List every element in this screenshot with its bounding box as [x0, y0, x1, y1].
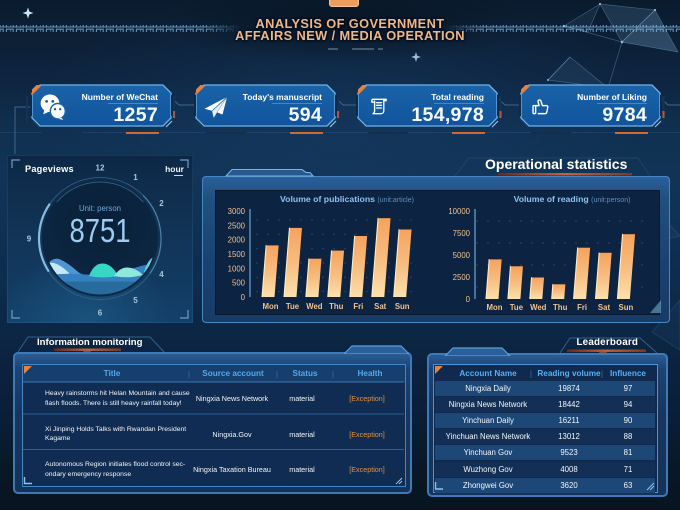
svg-text:|: | [601, 369, 603, 379]
svg-text:0: 0 [466, 295, 471, 304]
svg-text:Sat: Sat [374, 302, 387, 311]
svg-text:5000: 5000 [453, 251, 471, 260]
svg-text:|: | [530, 369, 532, 379]
svg-text:0: 0 [241, 293, 246, 302]
svg-text:Sat: Sat [598, 303, 611, 312]
svg-text:Sun: Sun [619, 303, 634, 312]
svg-text:2: 2 [159, 199, 164, 208]
svg-text:Tue: Tue [510, 303, 524, 312]
svg-text:Mon: Mon [486, 303, 502, 312]
svg-text:2500: 2500 [453, 273, 471, 282]
svg-text:1000: 1000 [228, 264, 246, 273]
svg-text:12: 12 [96, 164, 105, 173]
svg-text:Volume of publications (unit:a: Volume of publications (unit:article) [280, 194, 414, 204]
svg-text:Thu: Thu [329, 302, 344, 311]
svg-text:Thu: Thu [553, 303, 568, 312]
svg-text:2000: 2000 [228, 236, 246, 245]
svg-text:Volume of reading (unit:person: Volume of reading (unit:person) [514, 194, 631, 204]
svg-text:6: 6 [98, 309, 103, 318]
svg-text:|: | [332, 369, 334, 379]
svg-text:|: | [276, 369, 278, 379]
svg-text:Unit: person: Unit: person [79, 204, 121, 213]
svg-text:Wed: Wed [306, 302, 323, 311]
svg-text:9: 9 [27, 235, 32, 244]
svg-text:500: 500 [232, 279, 246, 288]
svg-text:|: | [188, 369, 190, 379]
svg-text:1500: 1500 [228, 250, 246, 259]
svg-text:8751: 8751 [70, 212, 131, 249]
svg-text:Fri: Fri [577, 303, 587, 312]
svg-text:7500: 7500 [453, 229, 471, 238]
svg-text:10000: 10000 [448, 207, 470, 216]
svg-text:1: 1 [133, 173, 138, 182]
svg-text:Mon: Mon [262, 302, 278, 311]
svg-text:3000: 3000 [228, 207, 246, 216]
svg-text:2500: 2500 [228, 221, 246, 230]
svg-text:Wed: Wed [530, 303, 547, 312]
svg-text:5: 5 [133, 296, 138, 305]
svg-text:4: 4 [159, 270, 164, 279]
svg-text:Sun: Sun [395, 302, 410, 311]
svg-text:Tue: Tue [286, 302, 300, 311]
svg-text:Fri: Fri [353, 302, 363, 311]
